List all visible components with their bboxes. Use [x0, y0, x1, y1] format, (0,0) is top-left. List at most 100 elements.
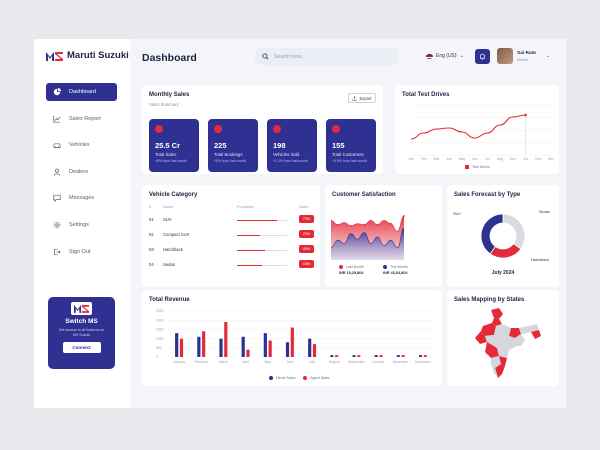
card-title: Sales Mapping by States [454, 297, 525, 303]
popularity-fill [237, 235, 260, 237]
sidebar-item-label: Sign Out [69, 248, 91, 255]
state-region[interactable] [475, 331, 487, 344]
sidebar-item-settings[interactable]: Settings [46, 216, 117, 234]
legend-swatch [339, 265, 343, 269]
sidebar-item-vehicles[interactable]: Vehicles [46, 136, 117, 154]
legend-swatch [269, 376, 273, 380]
popularity-bar [237, 220, 287, 222]
sidebar-item-label: Dealers [69, 168, 88, 175]
search-input[interactable]: Search here... [255, 48, 399, 65]
notification-button[interactable] [475, 49, 490, 64]
bar-agent-sales [357, 355, 361, 357]
label-suv: SUV [453, 212, 461, 216]
state-region[interactable] [492, 318, 502, 326]
bar-agent-sales [224, 322, 228, 357]
column-header: Popularity [237, 205, 254, 209]
x-tick-label: Jul [485, 157, 490, 161]
bar-direct-sales [352, 355, 356, 357]
table-row[interactable]: 02 Compact SUV 23% [149, 230, 319, 240]
table-row[interactable]: 01 SUV 73% [149, 215, 319, 225]
india-map [475, 308, 541, 378]
user-role: Admin [517, 57, 528, 62]
stat-card-total-bookings[interactable]: 225 Total Bookings +5% from last month [208, 119, 258, 172]
bar-agent-sales [179, 338, 184, 357]
sidebar-item-sales-report[interactable]: Sales Report [46, 110, 117, 128]
sidebar-item-dashboard[interactable]: Dashboard [46, 83, 117, 101]
user-profile[interactable]: Sai Ram Admin ⌄ [497, 48, 550, 64]
search-placeholder: Search here... [274, 53, 306, 60]
data-point [363, 223, 366, 226]
row-name: Compact SUV [163, 232, 190, 237]
sidebar-item-dealers[interactable]: Dealers [46, 163, 117, 181]
language-selector[interactable]: Eng (US) ⌄ [426, 53, 464, 59]
last-month-value: INR 15,25,804 [339, 271, 364, 275]
y-tick-label: 1500 [156, 328, 164, 332]
stat-card-vehicles-sold[interactable]: 198 Vehicles Sold +1.2% from last month [267, 119, 317, 172]
x-tick-label: August [329, 360, 340, 364]
table-row[interactable]: 04 Sedan 15% [149, 260, 319, 270]
sidebar-item-sign-out[interactable]: Sign Out [46, 243, 117, 261]
state-region[interactable] [481, 323, 496, 336]
x-tick-label: September [348, 360, 365, 364]
state-region[interactable] [531, 330, 541, 339]
state-region[interactable] [499, 356, 507, 366]
bar-direct-sales [263, 333, 267, 357]
bar-agent-sales [423, 355, 427, 357]
bar-agent-sales [202, 331, 206, 357]
label-sedan: Sedan [539, 210, 550, 214]
x-tick-label: February [194, 360, 208, 364]
stat-card-total-customers[interactable]: 155 Total Customers +0.5% from last mont… [326, 119, 376, 172]
promo-title: Switch MS [65, 318, 98, 325]
card-title: Monthly Sales [149, 92, 190, 98]
x-tick-label: Sep [510, 157, 516, 161]
series-line-test-drives [410, 114, 526, 140]
state-region[interactable] [515, 334, 525, 346]
legend-swatch [465, 165, 469, 169]
last-month-legend: Last Month INR 15,25,804 [339, 265, 364, 275]
state-region[interactable] [509, 328, 521, 338]
maruti-suzuki-logo-icon [46, 51, 63, 61]
connect-button[interactable]: Connect [62, 342, 101, 354]
pie-chart-icon [53, 88, 61, 96]
export-button[interactable]: Export [348, 93, 376, 103]
page-title: Dashboard [142, 52, 197, 64]
x-tick-label: March [219, 360, 229, 364]
state-region[interactable] [491, 356, 501, 368]
series-line-last-month [330, 227, 405, 249]
popularity-fill [237, 250, 265, 252]
state-region[interactable] [497, 344, 509, 358]
x-tick-label: Mar [434, 157, 441, 161]
us-flag-icon [426, 53, 433, 59]
sidebar: Maruti Suzuki Dashboard Sales Report Veh… [34, 39, 130, 408]
state-region[interactable] [485, 335, 505, 348]
legend-swatch [383, 265, 387, 269]
row-rank: 02 [149, 232, 154, 237]
row-name: SUV [163, 217, 172, 222]
legend-label: Test Drives [472, 165, 490, 169]
state-region[interactable] [519, 324, 539, 334]
sidebar-item-label: Messages [69, 195, 95, 202]
state-region[interactable] [500, 336, 517, 350]
x-tick-label: Jun [472, 157, 478, 161]
state-region[interactable] [491, 308, 503, 319]
sales-mapping-card: Sales Mapping by States [447, 290, 559, 386]
state-region[interactable] [494, 324, 511, 338]
brand-logo[interactable]: Maruti Suzuki [46, 50, 129, 61]
table-row[interactable]: 03 Hatchback 48% [149, 245, 319, 255]
x-tick-label: June [286, 360, 293, 364]
x-tick-label: May [265, 360, 272, 364]
chevron-down-icon[interactable]: ⌄ [545, 53, 551, 59]
state-region[interactable] [495, 364, 505, 378]
sidebar-item-messages[interactable]: Messages [46, 189, 117, 207]
bar-agent-sales [379, 355, 383, 357]
sales-badge: 15% [299, 260, 314, 268]
state-region[interactable] [491, 364, 498, 378]
stat-label: Vehicles Sold [273, 152, 300, 157]
stat-card-total-sales[interactable]: 25.5 Cr Total Sales +8% from last month [149, 119, 199, 172]
vehicle-icon [273, 125, 281, 133]
sales-forecast-card: Sales Forecast by Type SUV Sedan Hatchba… [447, 185, 559, 287]
line-chart-icon [53, 115, 61, 123]
column-header: Name [163, 205, 174, 209]
user-name: Sai Ram [517, 50, 536, 56]
state-region[interactable] [485, 342, 499, 358]
